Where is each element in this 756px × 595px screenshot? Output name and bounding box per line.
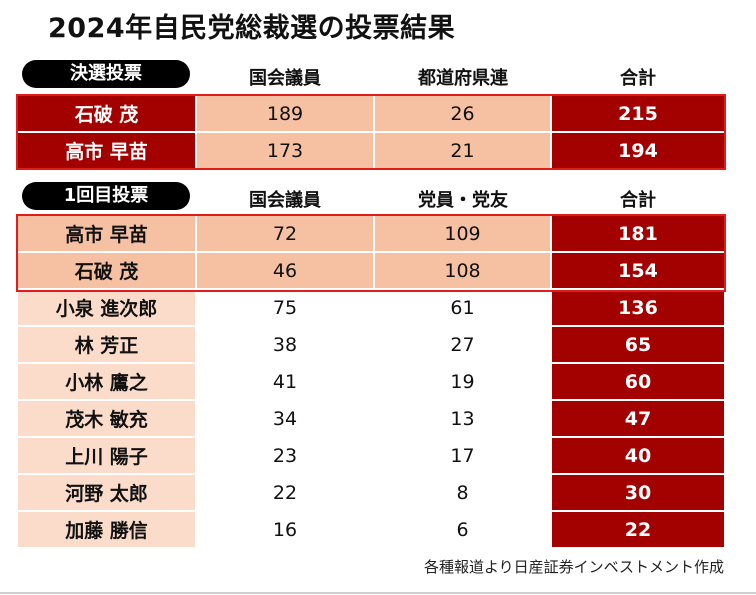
chart-title: 2024年自民党総裁選の投票結果	[48, 13, 456, 44]
candidate-name: 石破 茂	[18, 253, 195, 288]
candidate-name: 河野 太郎	[18, 475, 195, 510]
value-col2: 8	[375, 475, 550, 510]
candidate-name: 小林 鷹之	[18, 364, 195, 399]
value-total: 154	[552, 253, 724, 288]
value-total: 194	[552, 133, 724, 168]
value-col1: 46	[197, 253, 373, 288]
value-col2: 27	[375, 327, 550, 362]
value-col1: 173	[197, 133, 373, 168]
value-total: 136	[552, 290, 724, 325]
runoff-header-prefecture: 都道府県連	[418, 68, 508, 89]
value-col2: 17	[375, 438, 550, 473]
value-total: 65	[552, 327, 724, 362]
value-total: 215	[552, 96, 724, 131]
value-col1: 189	[197, 96, 373, 131]
source-note: 各種報道より日産証券インベストメント作成	[423, 558, 724, 576]
candidate-name: 高市 早苗	[18, 216, 195, 251]
candidate-name: 高市 早苗	[18, 133, 195, 168]
value-col2: 109	[375, 216, 550, 251]
value-total: 40	[552, 438, 724, 473]
value-total: 47	[552, 401, 724, 436]
value-col2: 26	[375, 96, 550, 131]
value-total: 30	[552, 475, 724, 510]
value-col2: 13	[375, 401, 550, 436]
value-col1: 41	[197, 364, 373, 399]
candidate-name: 小泉 進次郎	[18, 290, 195, 325]
first-header-members: 党員・党友	[418, 190, 508, 211]
value-col1: 34	[197, 401, 373, 436]
value-col1: 22	[197, 475, 373, 510]
bottom-divider	[0, 592, 756, 594]
candidate-name: 茂木 敏充	[18, 401, 195, 436]
candidate-name: 加藤 勝信	[18, 512, 195, 547]
value-total: 60	[552, 364, 724, 399]
value-col1: 16	[197, 512, 373, 547]
value-col1: 38	[197, 327, 373, 362]
value-col1: 72	[197, 216, 373, 251]
first-header-total: 合計	[620, 190, 656, 211]
first-header-diet: 国会議員	[249, 190, 321, 211]
candidate-name: 上川 陽子	[18, 438, 195, 473]
first-round-label: 1回目投票	[22, 182, 190, 210]
value-col2: 21	[375, 133, 550, 168]
candidate-name: 石破 茂	[18, 96, 195, 131]
value-col2: 19	[375, 364, 550, 399]
runoff-header-diet: 国会議員	[249, 68, 321, 89]
value-col1: 75	[197, 290, 373, 325]
value-col1: 23	[197, 438, 373, 473]
value-total: 22	[552, 512, 724, 547]
value-col2: 6	[375, 512, 550, 547]
runoff-header-total: 合計	[620, 68, 656, 89]
value-col2: 108	[375, 253, 550, 288]
value-total: 181	[552, 216, 724, 251]
runoff-label: 決選投票	[22, 60, 190, 88]
value-col2: 61	[375, 290, 550, 325]
candidate-name: 林 芳正	[18, 327, 195, 362]
